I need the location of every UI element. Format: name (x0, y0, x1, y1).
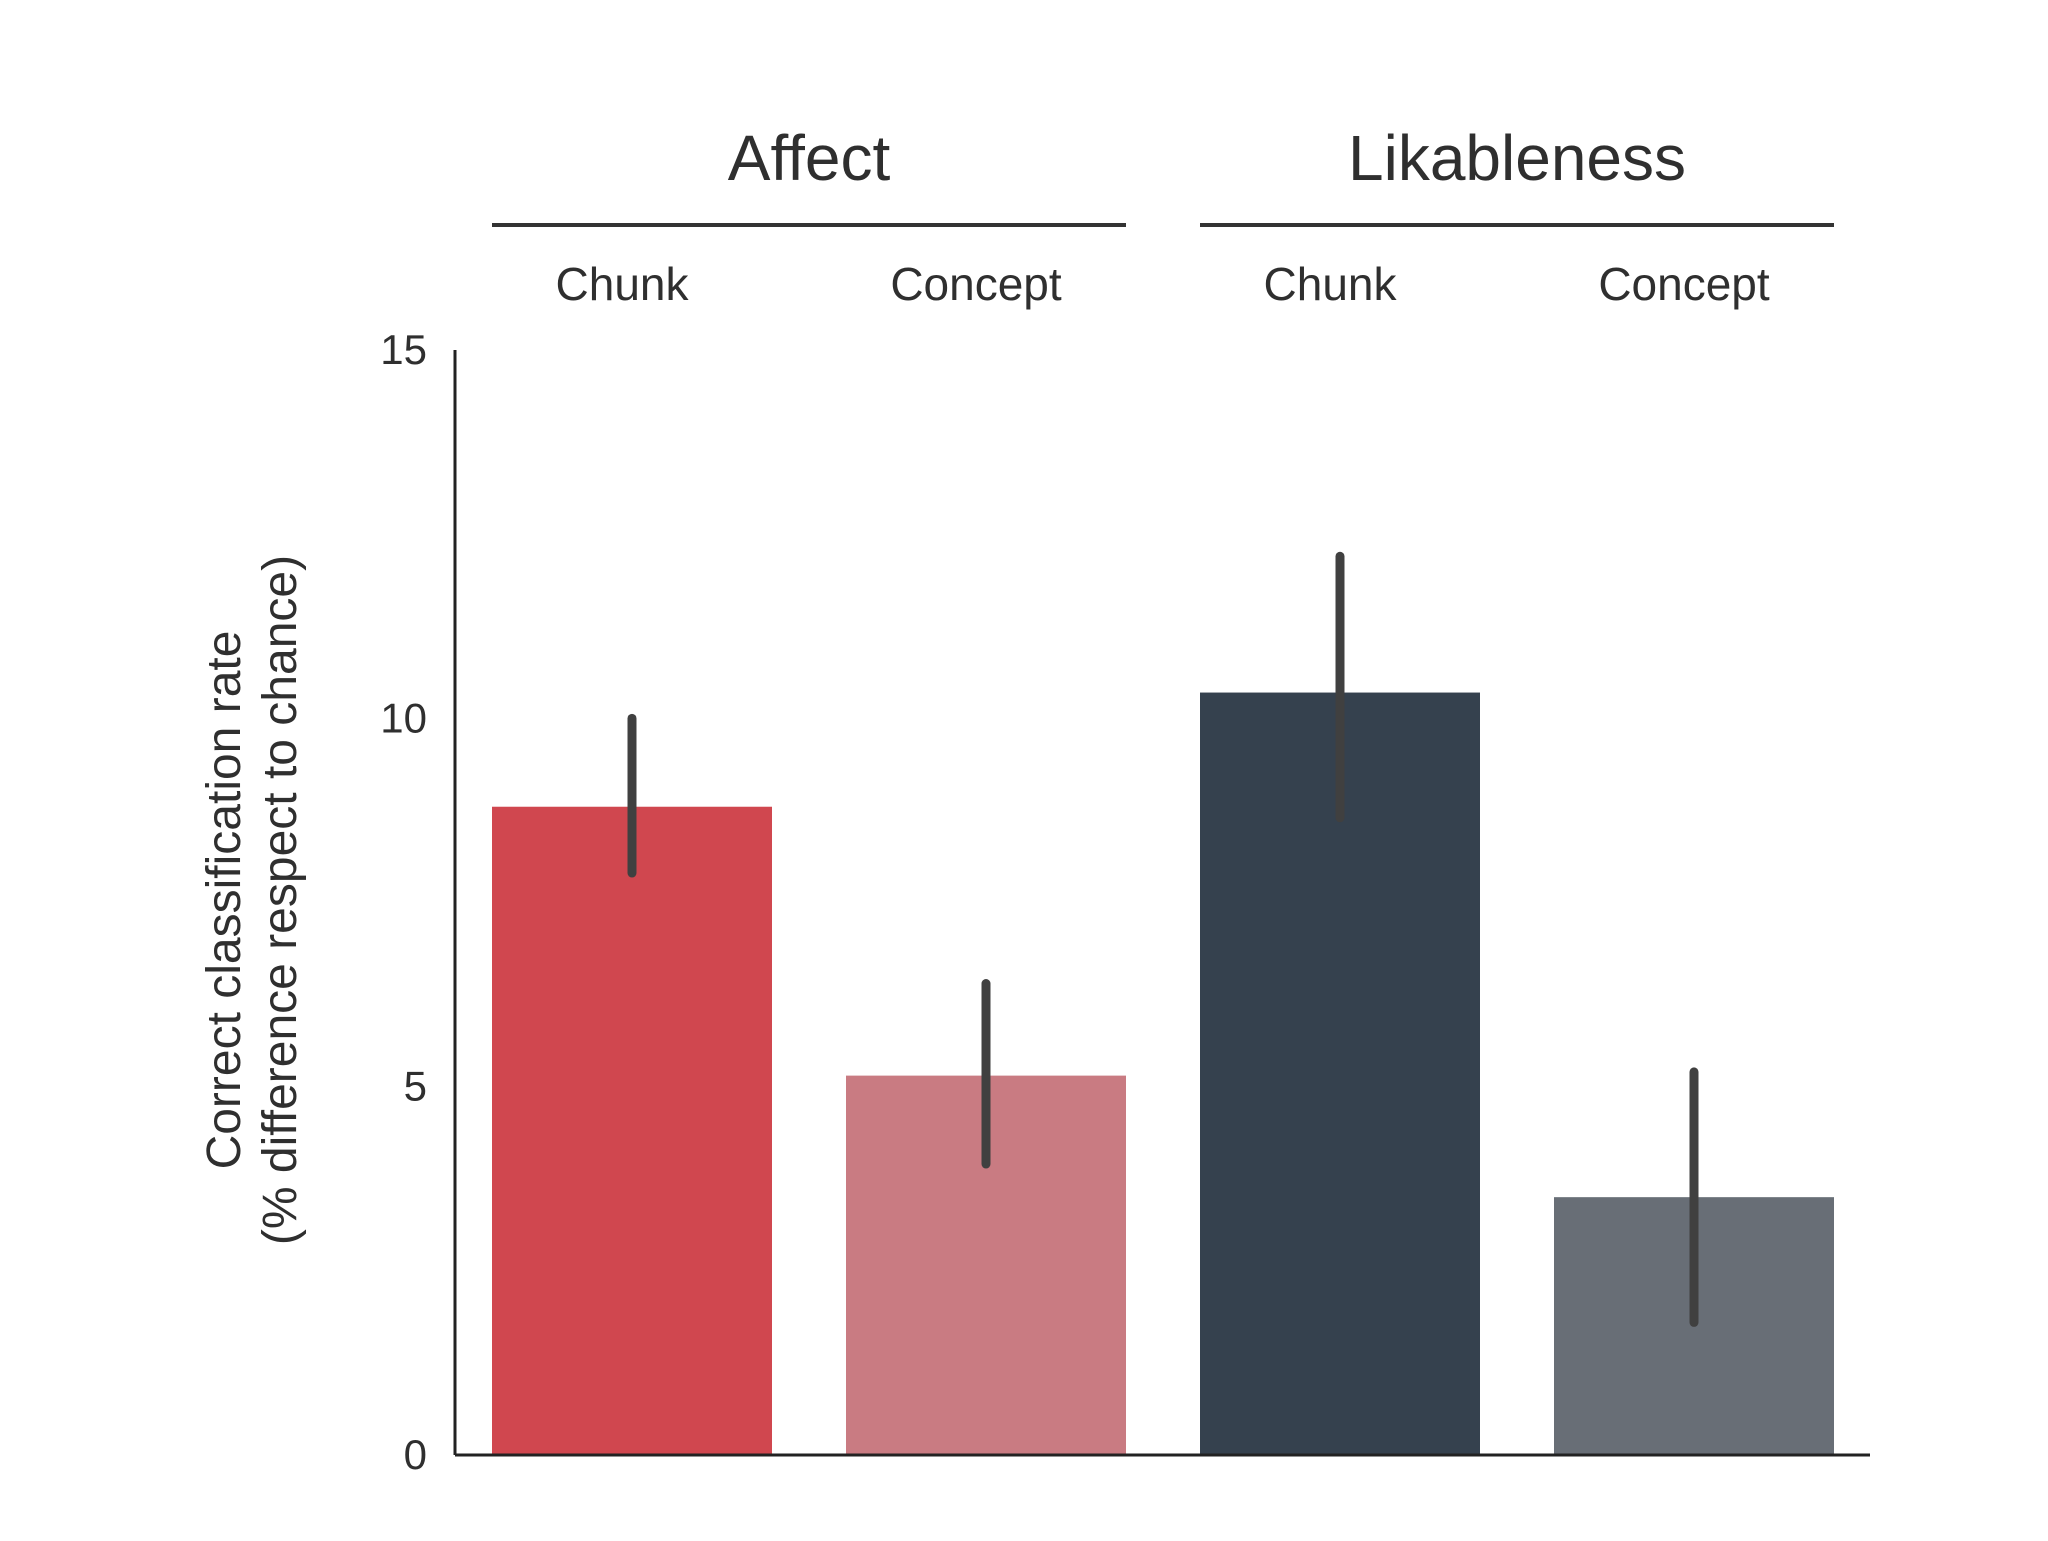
y-axis: 0 5 10 15 (380, 326, 457, 1478)
category-label-1: Chunk (556, 258, 690, 310)
y-tick-label: 0 (404, 1431, 427, 1478)
error-bars (627, 551, 1699, 1327)
bars (492, 692, 1834, 1455)
y-axis-label: Correct classification rate(% difference… (198, 555, 307, 1245)
group-headers: Affect Likableness (492, 122, 1834, 227)
y-tick-label: 15 (380, 326, 427, 373)
group-label-2: Likableness (1348, 122, 1686, 194)
y-axis-label-line-2: (% difference respect to chance) (254, 555, 307, 1245)
category-label-4: Concept (1598, 258, 1770, 310)
category-label-3: Chunk (1264, 258, 1398, 310)
y-tick-label: 5 (404, 1063, 427, 1110)
category-labels: Chunk Concept Chunk Concept (556, 258, 1770, 310)
y-axis-label-line-1: Correct classification rate (198, 631, 251, 1170)
y-tick-label: 10 (380, 694, 427, 741)
group-label-1: Affect (728, 122, 891, 194)
bar-1 (492, 806, 772, 1455)
category-label-2: Concept (890, 258, 1062, 310)
